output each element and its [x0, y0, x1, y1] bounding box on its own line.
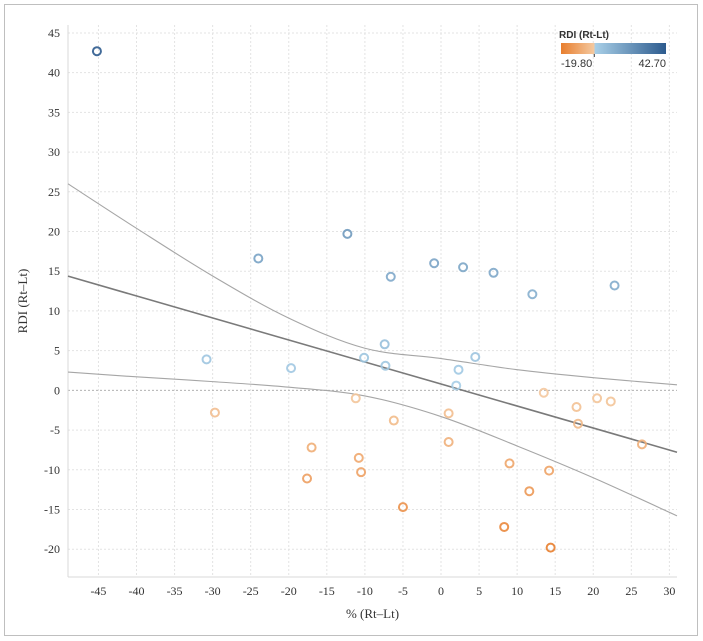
data-point — [286, 363, 297, 374]
data-point — [573, 418, 584, 429]
confidence-band — [67, 183, 678, 517]
y-tick-labels: -20 -15 -10 -5 0 5 10 15 20 25 30 35 40 45 — [44, 26, 60, 556]
y-tick-label: 25 — [48, 185, 60, 199]
data-point — [429, 258, 440, 269]
x-tick-label: -35 — [167, 584, 183, 598]
data-point — [91, 46, 102, 57]
confidence-band-upper — [67, 183, 678, 386]
legend-min-label: -19.80 — [561, 58, 592, 70]
y-tick-label: -15 — [44, 502, 60, 516]
data-point — [380, 360, 391, 371]
x-axis-label: % (Rt–Lt) — [346, 606, 399, 621]
x-tick-label: -20 — [281, 584, 297, 598]
x-tick-label: 10 — [511, 584, 523, 598]
y-tick-label: 30 — [48, 145, 60, 159]
y-tick-label: -20 — [44, 542, 60, 556]
data-point — [538, 387, 549, 398]
data-point — [571, 402, 582, 413]
data-point — [397, 502, 408, 513]
y-tick-label: 10 — [48, 304, 60, 318]
data-point — [451, 380, 462, 391]
chart-frame — [4, 4, 698, 636]
data-point — [605, 396, 616, 407]
data-point — [499, 521, 510, 532]
y-tick-label: -5 — [50, 423, 60, 437]
data-point — [443, 408, 454, 419]
data-point — [356, 467, 367, 478]
regression-line — [67, 275, 678, 453]
data-point — [504, 458, 515, 469]
data-points — [91, 46, 647, 553]
y-tick-label: 40 — [48, 66, 60, 80]
y-tick-label: 35 — [48, 105, 60, 119]
data-point — [470, 351, 481, 362]
data-point — [388, 415, 399, 426]
x-tick-label: 5 — [476, 584, 482, 598]
data-point — [385, 271, 396, 282]
legend-color-bar — [561, 43, 666, 54]
x-tick-label: 30 — [663, 584, 675, 598]
grid — [67, 25, 677, 578]
data-point — [592, 393, 603, 404]
data-point — [201, 354, 212, 365]
confidence-band-lower — [67, 371, 678, 517]
data-point — [544, 465, 555, 476]
data-point — [253, 253, 264, 264]
data-point — [306, 442, 317, 453]
x-tick-label: 15 — [549, 584, 561, 598]
x-tick-label: 0 — [438, 584, 444, 598]
color-legend: RDI (Rt-Lt) -19.80 42.70 — [559, 30, 666, 70]
data-point — [527, 289, 538, 300]
x-tick-label: -30 — [205, 584, 221, 598]
x-tick-label: -45 — [90, 584, 106, 598]
y-tick-label: 0 — [54, 383, 60, 397]
x-tick-labels: -45 -40 -35 -30 -25 -20 -15 -10 -5 0 5 10 15 20 25 30 — [90, 584, 675, 598]
data-point — [524, 486, 535, 497]
y-tick-label: -10 — [44, 463, 60, 477]
x-tick-label: -25 — [243, 584, 259, 598]
y-tick-label: 5 — [54, 344, 60, 358]
data-point — [453, 364, 464, 375]
x-tick-label: -15 — [319, 584, 335, 598]
x-tick-label: -40 — [129, 584, 145, 598]
data-point — [458, 262, 469, 273]
data-point — [609, 280, 620, 291]
x-tick-label: 20 — [587, 584, 599, 598]
x-tick-label: 25 — [625, 584, 637, 598]
legend-title: RDI (Rt-Lt) — [559, 30, 609, 41]
data-point — [359, 352, 370, 363]
legend-max-label: 42.70 — [638, 58, 666, 70]
y-tick-label: 45 — [48, 26, 60, 40]
data-point — [302, 473, 313, 484]
y-tick-label: 15 — [48, 264, 60, 278]
data-point — [353, 452, 364, 463]
x-tick-label: -5 — [398, 584, 408, 598]
data-point — [342, 228, 353, 239]
y-axis-label: RDI (Rt–Lt) — [15, 269, 30, 334]
x-tick-label: -10 — [357, 584, 373, 598]
data-point — [350, 393, 361, 404]
data-point — [636, 439, 647, 450]
regression-line-group — [67, 275, 678, 453]
data-point — [443, 436, 454, 447]
data-point — [488, 267, 499, 278]
data-point — [379, 339, 390, 350]
data-point — [209, 407, 220, 418]
y-tick-label: 20 — [48, 225, 60, 239]
data-point — [545, 542, 556, 553]
